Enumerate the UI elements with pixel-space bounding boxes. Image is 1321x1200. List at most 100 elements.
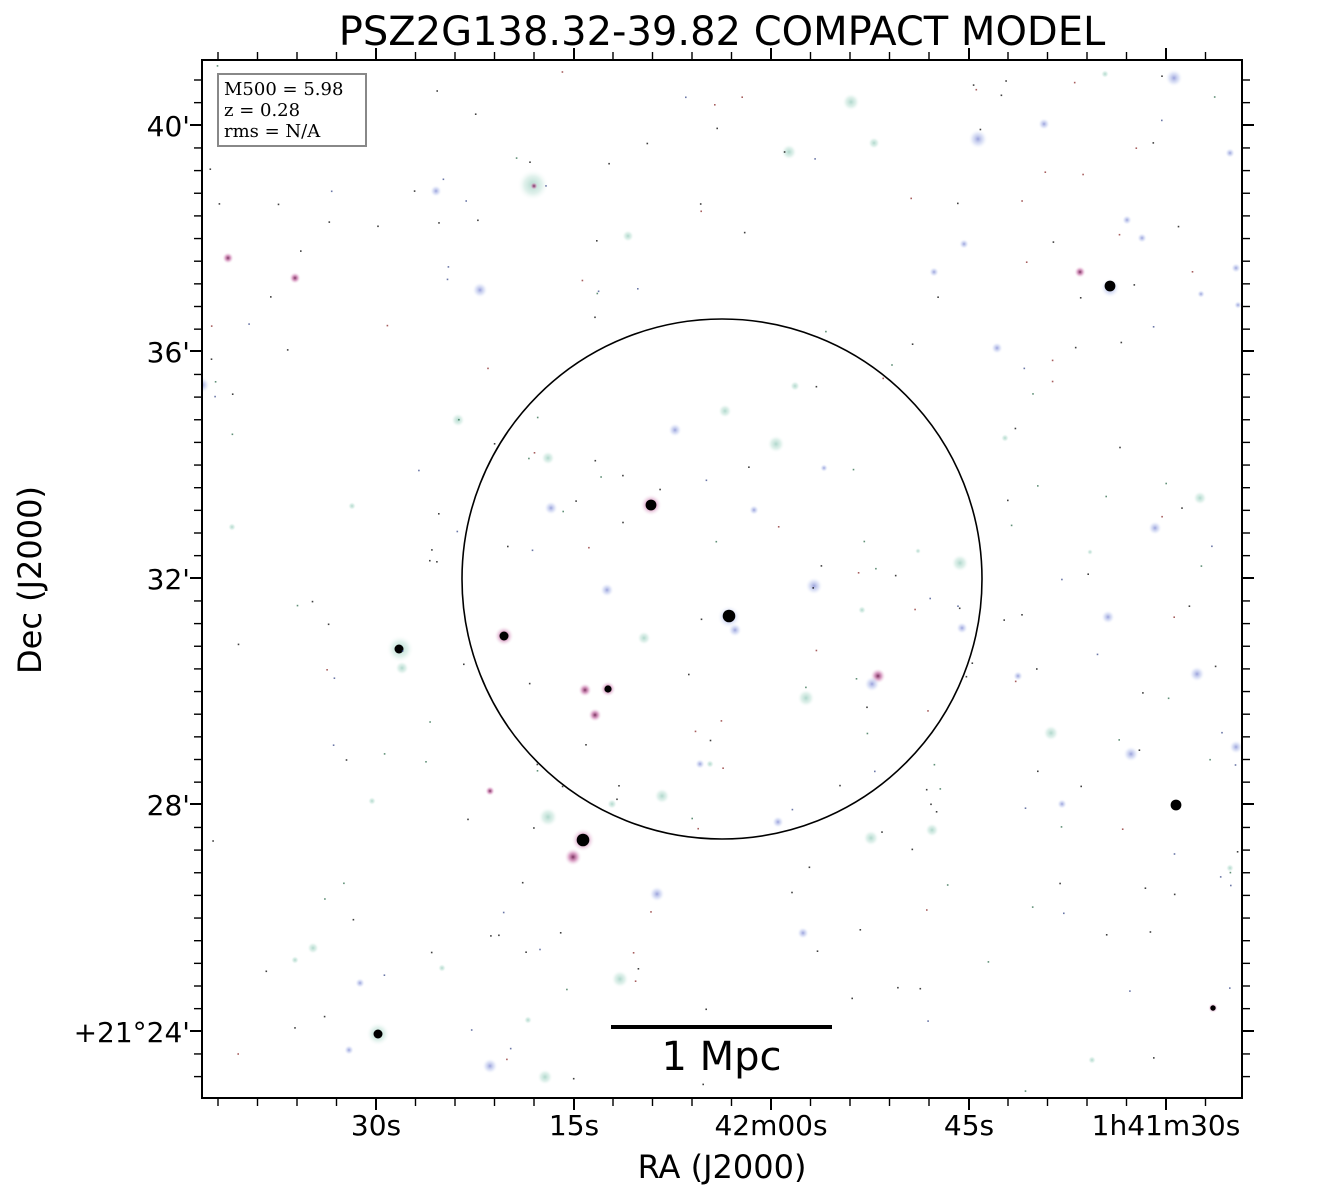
noise-speck bbox=[425, 761, 427, 763]
noise-speck bbox=[1234, 764, 1237, 766]
noise-speck bbox=[716, 127, 718, 130]
noise-speck bbox=[637, 968, 640, 970]
noise-speck bbox=[1209, 758, 1211, 761]
noise-speck bbox=[328, 221, 331, 223]
source-blob bbox=[649, 886, 665, 902]
noise-speck bbox=[1152, 142, 1155, 144]
source-blob bbox=[749, 505, 759, 515]
source-blob bbox=[622, 230, 634, 242]
noise-speck bbox=[477, 219, 479, 222]
source-blob bbox=[1001, 434, 1009, 442]
noise-speck bbox=[933, 763, 936, 766]
source-blob bbox=[772, 816, 784, 828]
noise-speck bbox=[216, 65, 219, 67]
noise-speck bbox=[311, 600, 314, 603]
noise-speck bbox=[1144, 887, 1147, 889]
noise-speck bbox=[594, 459, 597, 462]
source-blob bbox=[722, 609, 736, 623]
noise-speck bbox=[438, 222, 440, 224]
noise-speck bbox=[937, 296, 939, 298]
source-blob bbox=[1189, 666, 1205, 682]
source-blob bbox=[1234, 301, 1242, 309]
noise-speck bbox=[218, 203, 221, 205]
noise-speck bbox=[270, 296, 272, 298]
noise-speck bbox=[324, 898, 326, 900]
noise-speck bbox=[237, 643, 240, 646]
noise-speck bbox=[1105, 934, 1108, 936]
noise-speck bbox=[659, 488, 661, 491]
source-blob bbox=[728, 623, 742, 637]
noise-speck bbox=[700, 618, 703, 621]
noise-speck bbox=[545, 185, 547, 187]
noise-speck bbox=[1063, 912, 1065, 915]
noise-speck bbox=[1149, 931, 1152, 933]
source-blob bbox=[1170, 799, 1182, 811]
noise-speck bbox=[566, 988, 568, 991]
noise-speck bbox=[231, 393, 234, 395]
noise-speck bbox=[715, 540, 718, 543]
noise-speck bbox=[575, 500, 577, 502]
noise-speck bbox=[498, 934, 500, 937]
noise-speck bbox=[897, 986, 899, 989]
source-blob bbox=[564, 848, 582, 866]
plot-frame bbox=[201, 59, 1243, 1099]
noise-speck bbox=[585, 744, 587, 746]
noise-speck bbox=[536, 770, 539, 772]
noise-speck bbox=[525, 951, 527, 953]
noise-speck bbox=[935, 811, 938, 813]
noise-speck bbox=[855, 678, 858, 680]
source-blob bbox=[1101, 610, 1115, 624]
noise-speck bbox=[929, 597, 931, 600]
noise-speck bbox=[1191, 271, 1194, 273]
noise-speck bbox=[791, 808, 794, 811]
noise-speck bbox=[1153, 1057, 1155, 1059]
noise-speck bbox=[946, 884, 949, 886]
source-blob bbox=[991, 342, 1003, 354]
noise-speck bbox=[345, 759, 348, 761]
source-blob bbox=[706, 760, 714, 768]
source-blob bbox=[781, 144, 797, 160]
mass-label: M500 = 5.98 bbox=[224, 79, 344, 100]
noise-speck bbox=[528, 682, 531, 685]
source-blob bbox=[959, 239, 969, 249]
scale-bar-label: 1 Mpc bbox=[661, 1034, 782, 1080]
noise-speck bbox=[958, 607, 961, 610]
noise-speck bbox=[616, 798, 618, 801]
noise-speck bbox=[386, 324, 389, 327]
aperture-circle bbox=[461, 318, 983, 840]
source-blob bbox=[1087, 549, 1093, 555]
noise-speck bbox=[594, 316, 596, 319]
noise-speck bbox=[581, 279, 584, 282]
noise-speck bbox=[1021, 614, 1023, 616]
noise-speck bbox=[343, 882, 345, 885]
noise-speck bbox=[939, 788, 942, 790]
noise-speck bbox=[470, 1029, 473, 1031]
noise-speck bbox=[490, 935, 492, 937]
noise-speck bbox=[1214, 665, 1217, 668]
noise-speck bbox=[413, 190, 416, 192]
source-blob bbox=[1088, 1056, 1096, 1064]
noise-speck bbox=[914, 608, 916, 611]
source-blob bbox=[637, 631, 651, 645]
source-blob bbox=[668, 423, 682, 437]
x-tick-label: 1h41m30s bbox=[1091, 1109, 1241, 1142]
noise-speck bbox=[859, 929, 862, 931]
noise-speck bbox=[1051, 359, 1054, 362]
x-tick-label: 30s bbox=[350, 1109, 402, 1142]
noise-speck bbox=[323, 1015, 326, 1018]
noise-speck bbox=[632, 952, 635, 954]
noise-speck bbox=[852, 468, 855, 471]
noise-speck bbox=[333, 677, 336, 679]
noise-speck bbox=[1082, 173, 1084, 176]
noise-speck bbox=[1119, 446, 1121, 449]
noise-speck bbox=[720, 720, 723, 722]
noise-speck bbox=[383, 974, 386, 976]
noise-speck bbox=[430, 951, 433, 954]
noise-speck bbox=[709, 739, 712, 742]
source-blob bbox=[1043, 725, 1059, 741]
source-blob bbox=[202, 377, 210, 393]
source-blob bbox=[951, 554, 969, 572]
source-blob bbox=[1229, 740, 1242, 754]
source-blob bbox=[588, 708, 602, 722]
noise-speck bbox=[700, 210, 702, 213]
